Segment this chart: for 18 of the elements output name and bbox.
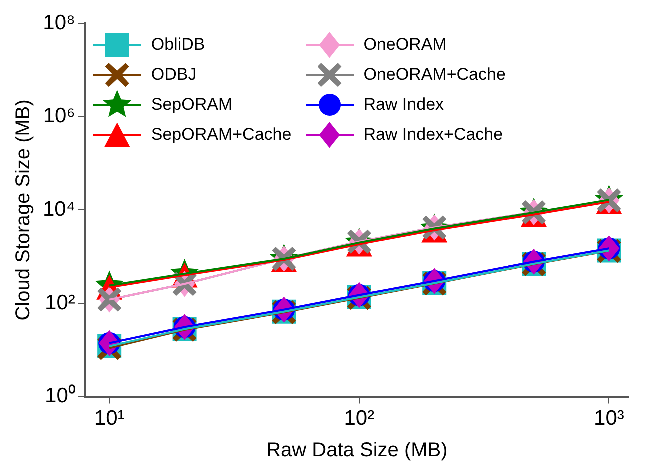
legend-label: ObliDB [151, 34, 206, 54]
legend-label: OneORAM+Cache [364, 64, 506, 84]
legend-label: Raw Index+Cache [364, 124, 504, 144]
x-tick-label: 10¹ [94, 407, 125, 430]
x-tick-label: 10² [344, 407, 375, 430]
y-tick-label: 10⁸ [43, 11, 76, 34]
y-axis-title: Cloud Storage Size (MB) [12, 100, 35, 321]
y-tick-label: 10⁰ [45, 384, 76, 408]
y-tick-label: 10² [45, 291, 76, 314]
legend-label: SepORAM [151, 94, 233, 114]
x-axis-title: Raw Data Size (MB) [266, 440, 448, 462]
x-tick-label: 10³ [594, 407, 624, 430]
legend-label: SepORAM+Cache [151, 124, 292, 144]
legend-label: ODBJ [151, 64, 197, 84]
legend-label: OneORAM [364, 34, 447, 54]
legend-label: Raw Index [364, 94, 444, 114]
y-tick-label: 10⁴ [42, 198, 76, 221]
y-tick-label: 10⁶ [43, 104, 76, 128]
